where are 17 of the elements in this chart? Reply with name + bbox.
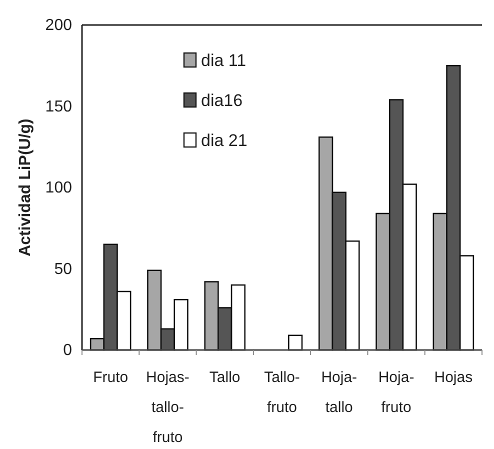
legend-label: dia16 xyxy=(201,91,243,110)
x-tick-label: Hoja-fruto xyxy=(378,369,414,416)
y-tick-label: 100 xyxy=(45,180,72,197)
x-tick-label: Hoja-tallo xyxy=(321,369,358,416)
bar xyxy=(288,334,303,351)
legend-label: dia 21 xyxy=(201,131,248,150)
x-tick-label: Tallo xyxy=(209,369,240,386)
y-tick-label: 150 xyxy=(45,98,72,116)
legend-label: dia 11 xyxy=(201,51,246,70)
x-tick-label: Hojas-tallo-fruto xyxy=(146,369,190,446)
y-tick-label: 50 xyxy=(54,260,72,278)
x-tick-label: Tallo-fruto xyxy=(264,369,300,416)
y-axis-title: Actividad LiP(U/g) xyxy=(17,118,34,256)
y-tick-label: 200 xyxy=(45,17,72,34)
y-tick-label: 0 xyxy=(63,342,72,360)
x-tick-label: Hojas xyxy=(434,369,473,386)
x-tick-label: Fruto xyxy=(93,369,128,386)
